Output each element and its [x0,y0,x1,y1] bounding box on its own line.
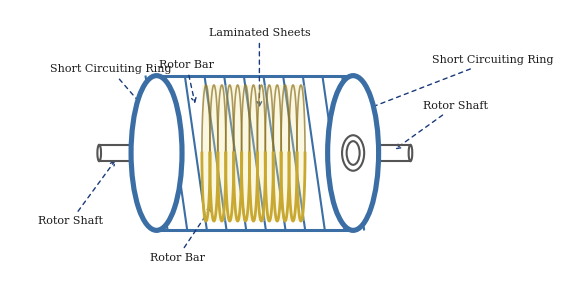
Text: Rotor Bar: Rotor Bar [150,207,211,263]
Ellipse shape [346,141,360,165]
Polygon shape [157,76,353,230]
Text: Short Circuiting Ring: Short Circuiting Ring [50,64,172,119]
Ellipse shape [131,76,182,230]
Text: Rotor Shaft: Rotor Shaft [38,161,115,226]
Text: Short Circuiting Ring: Short Circuiting Ring [357,55,554,113]
Text: Rotor Bar: Rotor Bar [159,60,214,102]
Text: Laminated Sheets: Laminated Sheets [208,28,310,106]
Ellipse shape [408,145,412,161]
Text: Rotor Shaft: Rotor Shaft [396,101,488,149]
Polygon shape [202,85,305,221]
Ellipse shape [328,76,379,230]
Ellipse shape [97,145,101,161]
